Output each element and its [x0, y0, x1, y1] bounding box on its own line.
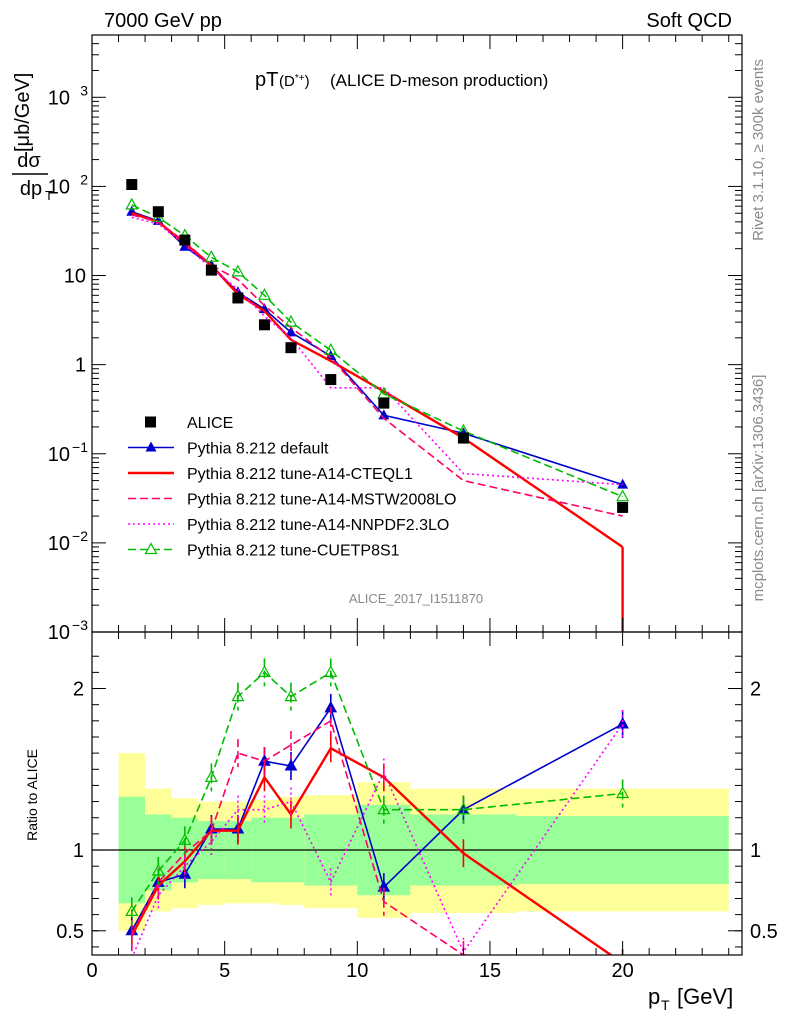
legend-label: Pythia 8.212 tune-A14-MSTW2008LO: [187, 492, 456, 509]
data-point: [126, 179, 138, 191]
x-tick-label: 15: [479, 960, 501, 982]
y-tick-label: 10: [48, 533, 70, 555]
legend-label: ALICE: [187, 415, 233, 432]
series-marker: [285, 326, 297, 337]
y-tick-exponent: 2: [80, 171, 88, 187]
ratio-y-tick-label: 0.5: [56, 921, 84, 943]
y-tick-label: 10: [48, 176, 70, 198]
ratio-y-tick-label: 1: [73, 840, 84, 862]
series-marker: [284, 314, 298, 327]
legend-label: Pythia 8.212 tune-A14-CTEQL1: [187, 466, 413, 483]
x-tick-label: 0: [86, 960, 97, 982]
legend-marker: [144, 542, 158, 555]
mcplots-label: mcplots.cern.ch [arXiv:1306.3436]: [750, 375, 767, 602]
data-point: [378, 397, 390, 409]
data-point: [179, 234, 191, 246]
y-tick-label: 10: [64, 266, 86, 288]
data-point: [152, 206, 164, 218]
data-point: [617, 501, 629, 513]
ratio-y-tick-label-right: 1: [750, 840, 761, 862]
analysis-id: ALICE_2017_I1511870: [349, 591, 483, 606]
series-marker: [378, 409, 390, 420]
x-tick-label: 5: [219, 960, 230, 982]
series-marker: [257, 288, 271, 300]
data-point: [285, 342, 297, 354]
plot-title-main: pT: [255, 69, 278, 91]
y-tick-exponent: −1: [72, 439, 88, 455]
series-marker: [616, 489, 630, 502]
data-point: [258, 319, 270, 331]
y-tick-label: 1: [75, 355, 86, 377]
y-tick-label: 10: [48, 444, 70, 466]
ratio-frame: [91, 631, 743, 956]
svg-text:T: T: [45, 188, 53, 203]
series-line-4: [131, 204, 623, 498]
y-tick-label: 10: [48, 622, 70, 644]
ratio-y-tick-label: 2: [73, 679, 84, 701]
legend-marker: [145, 441, 157, 452]
plot-title-desc: (ALICE D-meson production): [330, 71, 548, 90]
series-marker: [125, 197, 139, 210]
series-line-2: [131, 214, 623, 517]
series-marker: [204, 250, 218, 262]
data-point: [232, 292, 244, 304]
y-tick-exponent: 3: [80, 82, 88, 98]
series-marker: [152, 214, 164, 225]
series-line-1: [131, 212, 624, 548]
energy-label: 7000 GeV pp: [104, 10, 222, 32]
x-axis-title: p T [GeV]: [648, 984, 733, 1013]
x-tick-label: 20: [611, 960, 633, 982]
series-marker: [231, 264, 245, 277]
y-tick-label: 10: [48, 87, 70, 109]
legend-marker: [145, 416, 156, 428]
data-point: [325, 374, 337, 386]
legend-label: Pythia 8.212 tune-CUETP8S1: [187, 543, 400, 560]
main-series-group: [125, 179, 630, 632]
ratio-y-tick-label-right: 0.5: [750, 921, 778, 943]
svg-text:T: T: [661, 997, 670, 1013]
data-point: [205, 264, 217, 276]
series-marker: [325, 350, 337, 361]
y-tick-exponent: −2: [72, 528, 88, 544]
svg-text:p: p: [648, 984, 660, 1009]
ratio-line-3: [132, 723, 624, 955]
main-y-axis-title: dσ dp T [μb/GeV]: [12, 73, 53, 203]
svg-text:[GeV]: [GeV]: [677, 984, 733, 1009]
ratio-bands: [118, 753, 729, 931]
legend-label: Pythia 8.212 default: [187, 441, 329, 458]
y-tick-exponent: −3: [72, 617, 88, 633]
svg-text:dσ: dσ: [17, 150, 41, 172]
plot-title-particle: (D*+): [279, 73, 310, 91]
ratio-y-tick-label-right: 2: [750, 679, 761, 701]
svg-text:[μb/GeV]: [μb/GeV]: [12, 73, 34, 152]
data-point: [457, 432, 469, 444]
process-label: Soft QCD: [646, 10, 732, 32]
rivet-label: Rivet 3.1.10, ≥ 300k events: [750, 59, 767, 241]
ratio-series-group: [125, 658, 630, 955]
legend-label: Pythia 8.212 tune-A14-NNPDF2.3LO: [187, 517, 449, 534]
svg-text:dp: dp: [20, 178, 42, 200]
x-tick-label: 10: [346, 960, 368, 982]
series-marker: [617, 478, 629, 489]
ratio-y-axis-title: Ratio to ALICE: [24, 749, 40, 841]
series-marker: [324, 343, 338, 355]
